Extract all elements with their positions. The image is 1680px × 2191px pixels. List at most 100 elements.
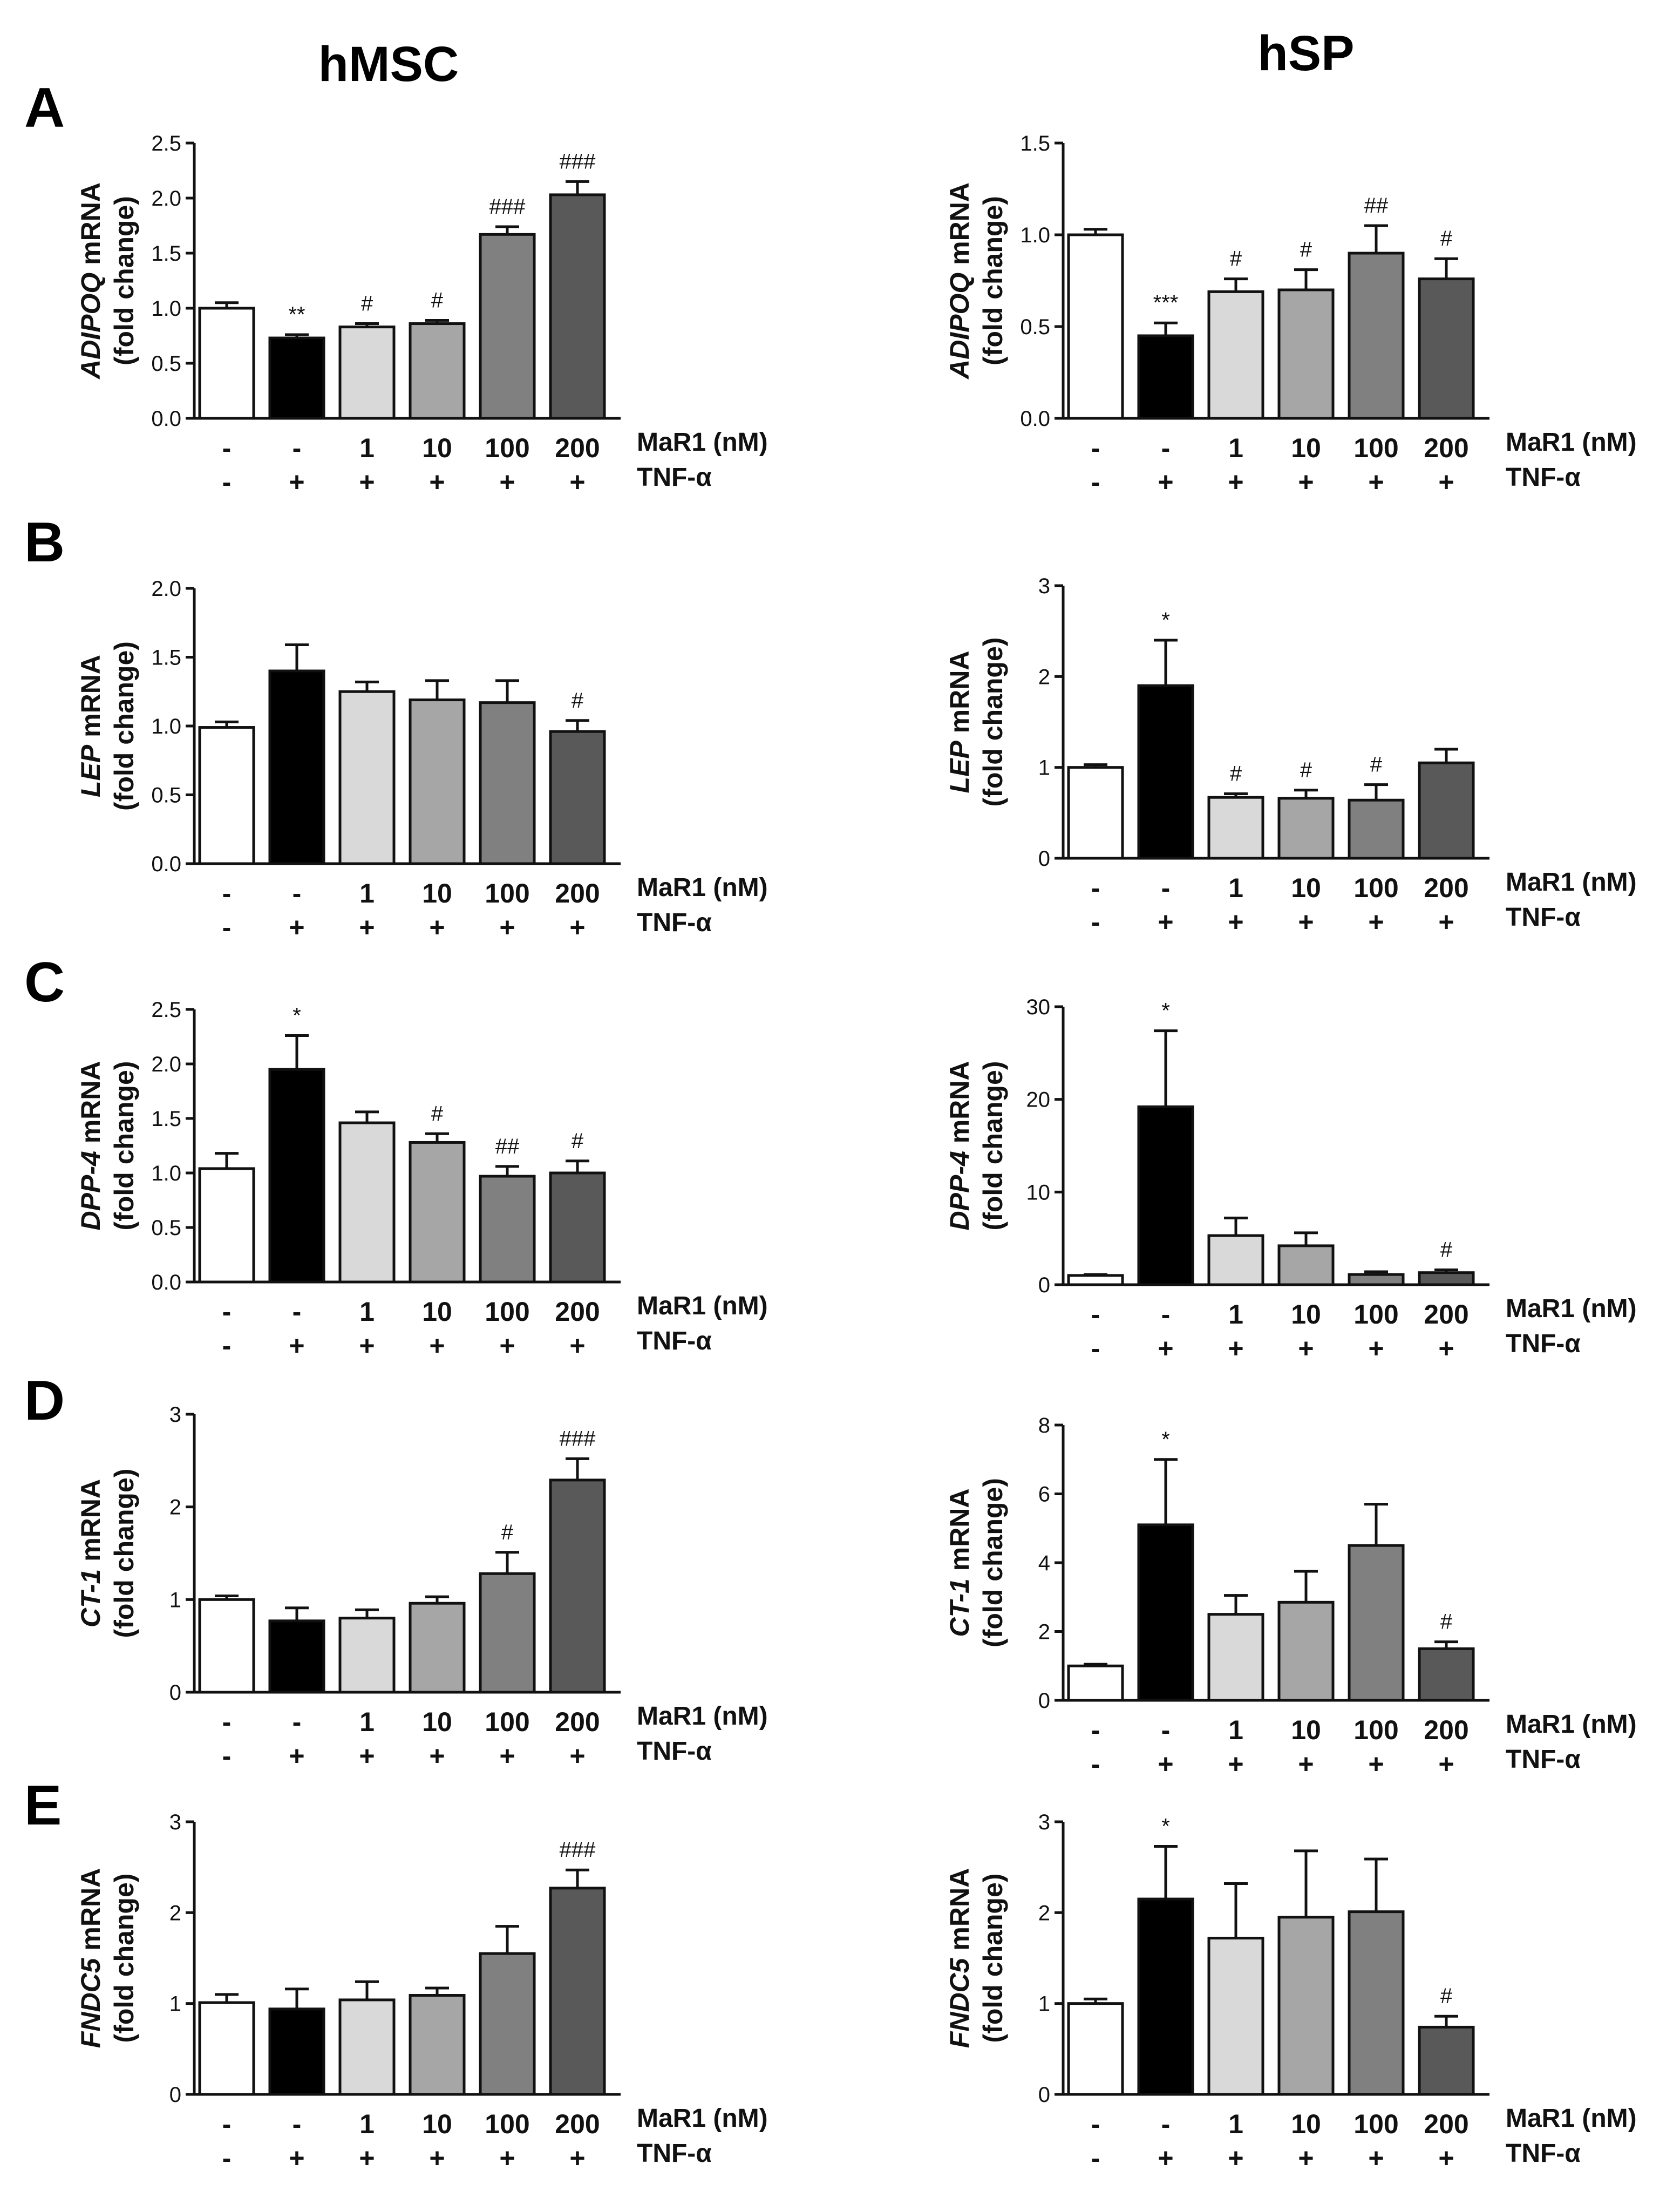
- mar1-dose-label: 1: [359, 2109, 375, 2139]
- mar1-dose-label: -: [222, 433, 232, 463]
- bar: [198, 2001, 255, 2096]
- mar1-dose-label: -: [1091, 1299, 1100, 1329]
- bar: [1137, 1523, 1194, 1702]
- tnf-label: +: [1368, 1749, 1384, 1779]
- tnf-label: +: [569, 1331, 585, 1361]
- mar1-dose-label: 200: [555, 878, 600, 908]
- gene-name: FNDC5: [944, 1957, 975, 2048]
- mar1-dose-label: 10: [1291, 1299, 1321, 1329]
- significance-label: #: [431, 288, 444, 312]
- tnf-label: +: [499, 467, 515, 497]
- chart-a-hsp: 0.0 0.5 1.0 1.5 ADIPOQ mRNA (fold change) - - **…: [944, 132, 1637, 497]
- chart-c-hmsc: 0.0 0.5 1.0 1.5 2.0 2.5 DPP-4 mRNA (fold change…: [76, 998, 768, 1361]
- mar1-dose-label: 10: [1291, 873, 1321, 903]
- mar1-row-title: MaR1 (nM): [637, 2104, 768, 2133]
- bar: [1348, 1910, 1405, 2096]
- mar1-dose-label: 200: [555, 1707, 600, 1737]
- bar: [409, 1141, 466, 1284]
- bar: [1418, 277, 1475, 420]
- y-axis-title-suffix: mRNA: [944, 1061, 975, 1151]
- mar1-row-title: MaR1 (nM): [1506, 428, 1637, 457]
- tnf-label: +: [1298, 1749, 1314, 1779]
- tnf-label: -: [222, 912, 232, 942]
- tnf-label: +: [289, 2143, 304, 2173]
- tnf-label: +: [499, 1741, 515, 1771]
- tnf-label: +: [1368, 907, 1384, 937]
- mar1-dose-label: 100: [1353, 1299, 1398, 1329]
- y-tick-label: 1.0: [151, 1162, 181, 1185]
- y-tick-label: 1.5: [151, 646, 181, 670]
- tnf-label: +: [1368, 2143, 1384, 2173]
- tnf-label: -: [1091, 1333, 1100, 1364]
- mar1-dose-label: 1: [359, 878, 375, 908]
- significance-label: *: [1161, 999, 1170, 1023]
- significance-label: #: [1300, 238, 1312, 262]
- y-axis-title-suffix: mRNA: [76, 1479, 106, 1569]
- tnf-label: +: [289, 467, 304, 497]
- tnf-label: +: [569, 2143, 585, 2173]
- y-axis-title: CT-1 mRNA (fold change): [76, 1469, 139, 1638]
- tnf-label: +: [289, 912, 304, 942]
- bar: [1277, 1600, 1335, 1702]
- gene-name: FNDC5: [76, 1957, 106, 2048]
- tnf-label: +: [499, 2143, 515, 2173]
- mar1-dose-label: 1: [359, 1297, 375, 1327]
- y-tick-label: 2.5: [151, 132, 181, 155]
- bar: [409, 1994, 466, 2096]
- bar: [198, 307, 255, 420]
- y-axis-title-line2: (fold change): [978, 1874, 1008, 2043]
- y-axis-title: DPP-4 mRNA (fold change): [944, 1061, 1008, 1231]
- mar1-dose-label: 200: [555, 1297, 600, 1327]
- mar1-dose-label: 1: [359, 1707, 375, 1737]
- significance-label: ***: [1153, 291, 1179, 315]
- tnf-label: +: [429, 1741, 445, 1771]
- bar: [1277, 1244, 1335, 1286]
- significance-label: #: [1440, 1610, 1453, 1634]
- y-axis-title-suffix: mRNA: [76, 1061, 106, 1151]
- tnf-label: +: [1438, 907, 1454, 937]
- significance-label: #: [1300, 758, 1312, 782]
- chart-b-hsp: 0 1 2 3 LEP mRNA (fold change) - - * - + #1 + #10 + #10…: [944, 574, 1637, 937]
- mar1-row-title: MaR1 (nM): [1506, 868, 1637, 897]
- y-tick-label: 1.0: [151, 297, 181, 321]
- gene-name: DPP-4: [944, 1151, 975, 1230]
- y-axis-title: ADIPOQ mRNA (fold change): [944, 182, 1008, 380]
- bar: [1067, 2002, 1124, 2096]
- bar: [1067, 766, 1124, 860]
- bar: [268, 2007, 325, 2096]
- mar1-dose-label: -: [293, 2109, 302, 2139]
- chart-e-hmsc: 0 1 2 3 FNDC5 mRNA (fold change) - - - +1 +10 +100 +…: [76, 1810, 768, 2173]
- mar1-dose-label: -: [222, 1297, 232, 1327]
- mar1-row-title: MaR1 (nM): [637, 1702, 768, 1731]
- mar1-dose-label: 200: [1424, 873, 1468, 903]
- bar: [549, 730, 606, 865]
- y-tick-label: 0: [1038, 2083, 1050, 2107]
- mar1-dose-label: 10: [422, 2109, 452, 2139]
- mar1-dose-label: -: [1161, 2109, 1171, 2139]
- tnf-row-title: TNF-α: [1506, 1745, 1581, 1774]
- y-tick-label: 2: [169, 1901, 181, 1925]
- mar1-dose-label: -: [1161, 433, 1171, 463]
- mar1-dose-label: 10: [1291, 433, 1321, 463]
- y-tick-label: 0: [169, 1681, 181, 1705]
- gene-name: LEP: [944, 741, 975, 793]
- significance-label: ###: [560, 1838, 596, 1862]
- y-axis-title: LEP mRNA (fold change): [944, 637, 1008, 807]
- significance-label: #: [1230, 247, 1242, 271]
- tnf-label: -: [222, 2143, 232, 2173]
- mar1-dose-label: 100: [1353, 1715, 1398, 1745]
- y-tick-label: 0.5: [151, 1216, 181, 1240]
- y-tick-label: 1.5: [151, 242, 181, 266]
- y-tick-label: 3: [1038, 1810, 1050, 1834]
- column-title-hsp: hSP: [1258, 26, 1355, 81]
- bar: [479, 233, 536, 420]
- bar: [1207, 1234, 1264, 1286]
- gene-name: DPP-4: [76, 1151, 106, 1230]
- tnf-label: -: [1091, 467, 1100, 497]
- y-tick-label: 0.5: [151, 784, 181, 808]
- mar1-dose-label: 1: [1228, 2109, 1243, 2139]
- tnf-label: +: [1298, 907, 1314, 937]
- mar1-row-title: MaR1 (nM): [637, 428, 768, 457]
- mar1-dose-label: -: [293, 433, 302, 463]
